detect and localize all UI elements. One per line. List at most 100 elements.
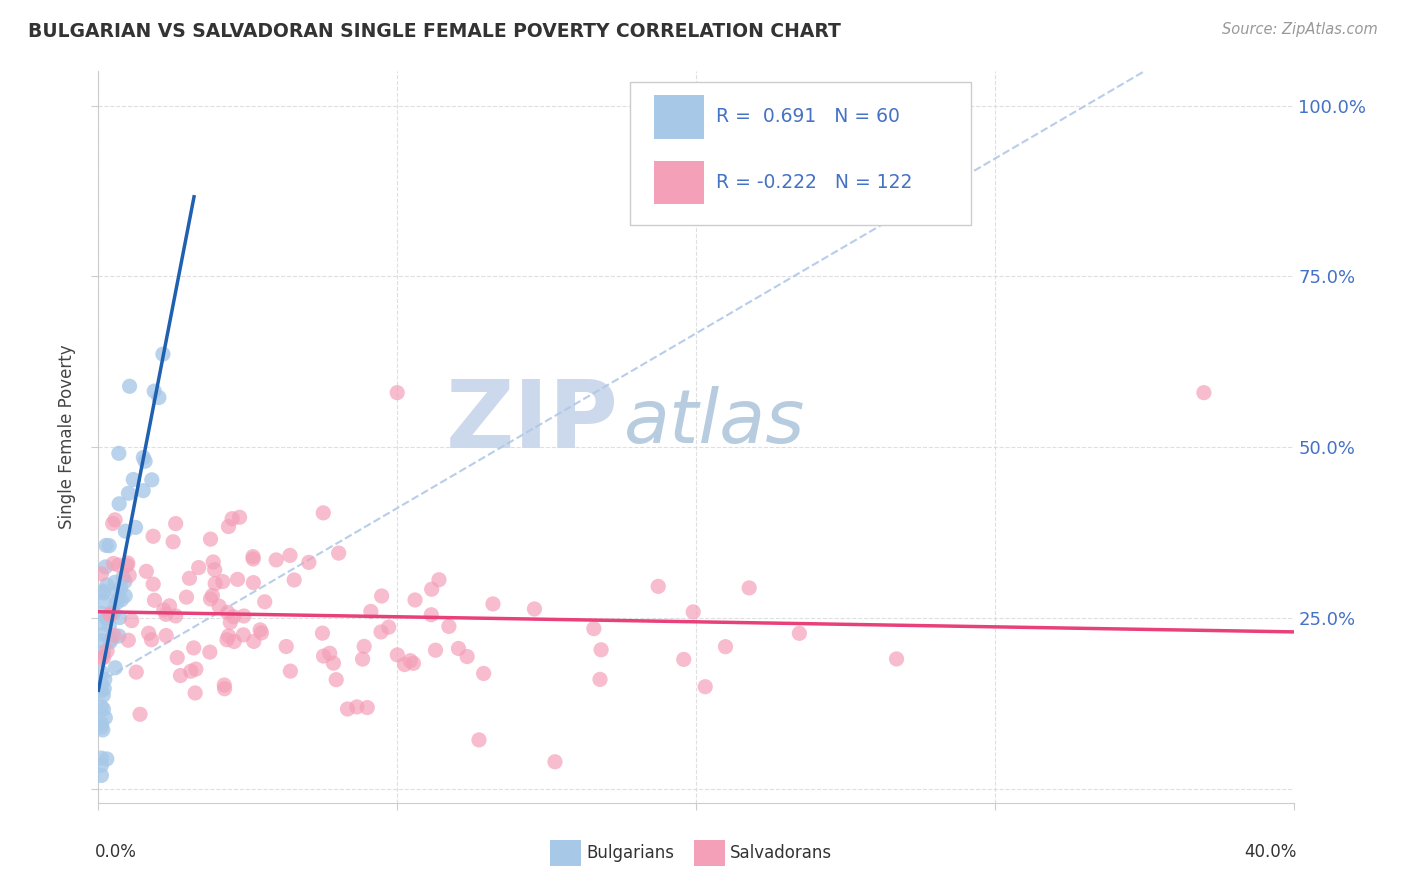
- Point: [165, 609, 187, 624]
- Point: [298, 555, 321, 569]
- Point: [90, 699, 112, 714]
- Point: [253, 595, 276, 609]
- Point: [647, 579, 669, 593]
- Point: [96, 752, 118, 766]
- Text: 0.0%: 0.0%: [94, 843, 136, 861]
- Point: [280, 664, 302, 678]
- Point: [217, 519, 239, 533]
- Point: [114, 589, 136, 603]
- Point: [184, 662, 207, 676]
- Point: [184, 686, 207, 700]
- Point: [336, 702, 359, 716]
- Text: Source: ZipAtlas.com: Source: ZipAtlas.com: [1222, 22, 1378, 37]
- Point: [118, 379, 141, 393]
- Point: [200, 591, 222, 606]
- Point: [232, 628, 254, 642]
- Point: [176, 590, 198, 604]
- Point: [425, 643, 447, 657]
- Point: [110, 592, 132, 607]
- Point: [200, 532, 222, 546]
- Point: [90, 616, 112, 631]
- Point: [93, 645, 115, 659]
- Point: [356, 700, 378, 714]
- Point: [98, 539, 121, 553]
- Point: [394, 657, 416, 672]
- Point: [90, 677, 112, 691]
- Point: [143, 593, 166, 607]
- FancyBboxPatch shape: [630, 82, 972, 225]
- Point: [125, 665, 148, 679]
- Point: [94, 711, 117, 725]
- Point: [198, 645, 221, 659]
- Point: [132, 483, 155, 498]
- Point: [420, 607, 443, 622]
- Point: [108, 446, 131, 460]
- Point: [138, 626, 160, 640]
- Point: [100, 632, 122, 647]
- Point: [103, 606, 125, 620]
- Point: [886, 652, 908, 666]
- Point: [219, 615, 242, 630]
- Point: [183, 640, 205, 655]
- Point: [187, 560, 209, 574]
- Point: [90, 566, 112, 581]
- Point: [201, 589, 224, 603]
- Point: [104, 513, 127, 527]
- Point: [222, 609, 245, 624]
- Point: [141, 473, 163, 487]
- Point: [121, 614, 143, 628]
- Point: [118, 568, 141, 582]
- Point: [108, 629, 131, 643]
- Point: [283, 573, 305, 587]
- Point: [93, 702, 115, 716]
- Text: R =  0.691   N = 60: R = 0.691 N = 60: [716, 107, 900, 126]
- FancyBboxPatch shape: [654, 95, 704, 138]
- Point: [180, 664, 202, 678]
- Point: [152, 347, 174, 361]
- Point: [437, 619, 460, 633]
- Point: [93, 681, 115, 696]
- Point: [142, 577, 165, 591]
- Point: [682, 605, 704, 619]
- Point: [114, 524, 136, 539]
- Point: [90, 716, 112, 731]
- Point: [322, 656, 344, 670]
- Point: [114, 574, 136, 589]
- Point: [226, 573, 249, 587]
- Point: [482, 597, 505, 611]
- Point: [91, 723, 114, 737]
- Point: [110, 581, 132, 595]
- Point: [107, 592, 129, 607]
- Point: [385, 385, 409, 400]
- Point: [243, 634, 266, 648]
- Text: ZIP: ZIP: [446, 376, 619, 468]
- Point: [148, 391, 170, 405]
- Point: [122, 473, 145, 487]
- Text: BULGARIAN VS SALVADORAN SINGLE FEMALE POVERTY CORRELATION CHART: BULGARIAN VS SALVADORAN SINGLE FEMALE PO…: [28, 22, 841, 41]
- Point: [91, 627, 114, 641]
- Point: [104, 661, 127, 675]
- Point: [217, 606, 239, 620]
- Point: [221, 511, 243, 525]
- Point: [152, 603, 174, 617]
- Point: [93, 594, 115, 608]
- Point: [90, 758, 112, 772]
- Point: [228, 510, 250, 524]
- Point: [143, 384, 166, 398]
- Point: [276, 640, 298, 654]
- Point: [328, 546, 350, 560]
- Point: [427, 573, 450, 587]
- Point: [242, 552, 264, 566]
- Point: [90, 665, 112, 680]
- Point: [232, 609, 254, 624]
- Point: [155, 628, 177, 642]
- Point: [318, 646, 340, 660]
- FancyBboxPatch shape: [654, 161, 704, 204]
- Point: [105, 596, 128, 610]
- Point: [117, 486, 139, 500]
- Point: [447, 641, 470, 656]
- Point: [242, 549, 264, 564]
- Point: [101, 605, 124, 619]
- Point: [124, 520, 146, 534]
- Point: [312, 506, 335, 520]
